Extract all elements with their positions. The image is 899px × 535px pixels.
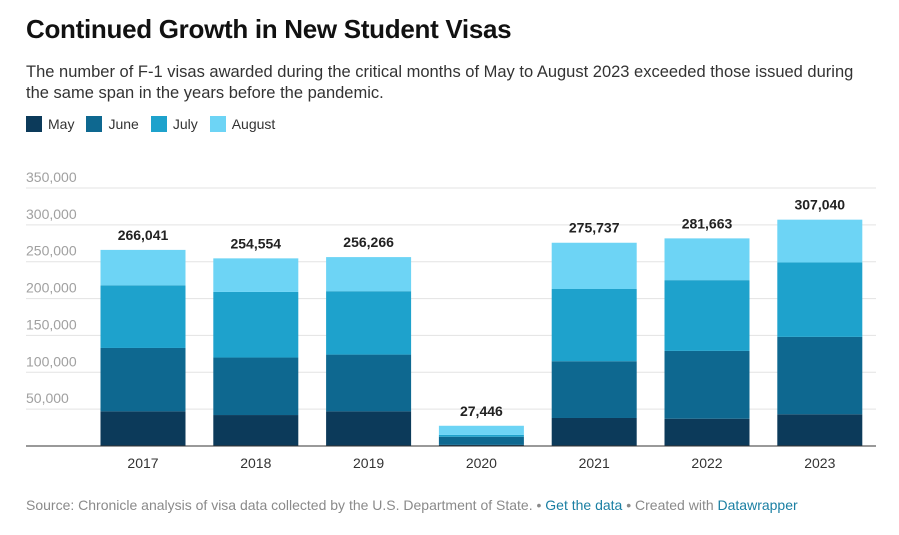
bar-segment-june-2018	[213, 357, 299, 416]
bar-segment-may-2017	[100, 411, 186, 446]
bar-segment-august-2019	[326, 257, 412, 292]
x-tick-label-2023: 2023	[804, 455, 835, 471]
y-tick-label: 250,000	[26, 243, 77, 259]
total-label-2022: 281,663	[682, 215, 733, 231]
get-the-data-link[interactable]: Get the data	[545, 497, 623, 513]
total-label-2018: 254,554	[230, 235, 281, 251]
total-label-2020: 27,446	[460, 403, 503, 419]
total-label-2023: 307,040	[794, 197, 845, 213]
bar-segment-may-2022	[664, 418, 750, 446]
bar-segment-july-2018	[213, 291, 299, 358]
bar-segment-july-2020	[438, 434, 524, 437]
created-with-text: • Created with	[626, 497, 714, 513]
bar-segment-may-2023	[777, 414, 863, 446]
y-tick-label: 200,000	[26, 280, 77, 296]
x-tick-label-2022: 2022	[691, 455, 722, 471]
bar-segment-july-2021	[551, 288, 637, 362]
y-tick-label: 350,000	[26, 169, 77, 185]
legend-item-may: May	[26, 116, 74, 132]
bar-segment-june-2017	[100, 347, 186, 412]
chart-title: Continued Growth in New Student Visas	[26, 14, 512, 44]
bar-segment-august-2020	[438, 425, 524, 435]
y-tick-label: 50,000	[26, 390, 69, 406]
bar-segment-june-2020	[438, 436, 524, 445]
legend-label-july: July	[172, 116, 198, 132]
legend-item-june: June	[86, 116, 139, 132]
bar-segment-july-2022	[664, 280, 750, 351]
legend-item-july: July	[150, 116, 198, 132]
x-tick-label-2021: 2021	[579, 455, 610, 471]
x-tick-label-2017: 2017	[127, 455, 158, 471]
bar-segment-may-2018	[213, 415, 299, 446]
legend-label-june: June	[108, 116, 139, 132]
legend-label-august: August	[231, 116, 276, 132]
y-tick-label: 150,000	[26, 316, 77, 332]
bar-segment-august-2018	[213, 258, 299, 292]
x-tick-label-2020: 2020	[466, 455, 497, 471]
bar-segment-august-2021	[551, 242, 637, 289]
total-label-2019: 256,266	[343, 234, 394, 250]
bar-segment-august-2017	[100, 249, 186, 286]
bar-segment-june-2019	[326, 354, 412, 412]
x-tick-label-2019: 2019	[353, 455, 384, 471]
legend-label-may: May	[48, 116, 75, 132]
bar-segment-june-2023	[777, 336, 863, 415]
x-tick-label-2018: 2018	[240, 455, 271, 471]
chart-subtitle: The number of F-1 visas awarded during t…	[26, 63, 854, 102]
bar-segment-june-2021	[551, 361, 637, 418]
y-tick-label: 100,000	[26, 353, 77, 369]
bar-segment-july-2019	[326, 291, 412, 355]
y-tick-label: 300,000	[26, 206, 77, 222]
bar-segment-august-2023	[777, 219, 863, 263]
legend-swatch-may	[26, 116, 42, 132]
bar-segment-july-2017	[100, 285, 186, 348]
source-text: Source: Chronicle analysis of visa data …	[26, 497, 542, 513]
bar-segment-june-2022	[664, 350, 750, 419]
legend-item-august: August	[209, 116, 276, 132]
total-label-2017: 266,041	[118, 227, 169, 243]
bar-segment-may-2019	[326, 411, 412, 446]
chart-footer: Source: Chronicle analysis of visa data …	[26, 497, 798, 513]
legend-swatch-july	[150, 116, 167, 132]
bar-segment-july-2023	[777, 262, 863, 337]
legend-swatch-august	[209, 116, 226, 132]
bar-segment-august-2022	[664, 238, 750, 281]
legend-swatch-june	[86, 116, 103, 132]
total-label-2021: 275,737	[569, 220, 620, 236]
legend: May June July August	[26, 116, 287, 132]
bar-segment-may-2020	[438, 444, 524, 446]
bar-segment-may-2021	[551, 417, 637, 446]
stacked-bar-chart: 50,000 100,000 150,000 200,000 250,000 300,00…	[26, 169, 876, 471]
datawrapper-link[interactable]: Datawrapper	[717, 497, 798, 513]
